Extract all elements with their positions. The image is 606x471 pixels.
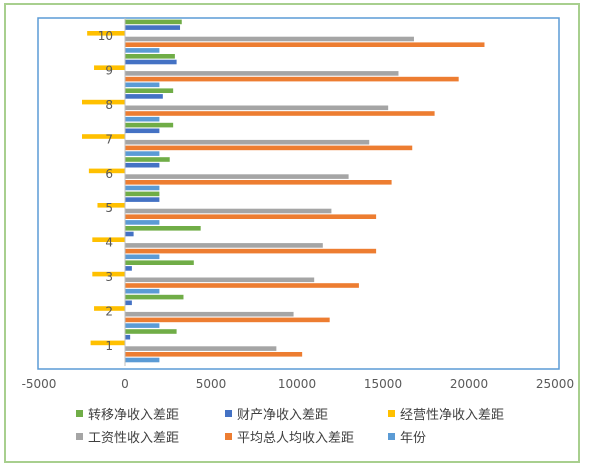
y-tick-label: 10 xyxy=(98,29,113,43)
bar xyxy=(82,99,125,105)
bar xyxy=(125,283,359,288)
bar xyxy=(92,237,125,242)
x-tick-label: 5000 xyxy=(196,377,227,391)
bar xyxy=(125,111,435,116)
bar xyxy=(125,128,160,134)
bar xyxy=(125,294,184,300)
bar xyxy=(125,162,160,168)
bar xyxy=(125,59,177,65)
bar xyxy=(125,357,160,363)
bar xyxy=(125,19,182,25)
bar xyxy=(125,105,389,111)
legend-swatch xyxy=(388,433,395,440)
bar xyxy=(90,340,125,346)
x-tick-label: 20000 xyxy=(450,377,488,391)
bar xyxy=(94,306,125,311)
bar xyxy=(92,271,125,277)
x-tick-label: 15000 xyxy=(364,377,402,391)
bar-chart: 1 2 3 4 5 6 7 8 9 10 -5000 0 5000 10000 15000 20000 250… xyxy=(22,17,574,446)
y-tick-label: 5 xyxy=(105,201,113,215)
y-tick-label: 4 xyxy=(105,236,113,250)
bar xyxy=(125,214,377,219)
bar xyxy=(125,248,377,254)
bar xyxy=(125,42,485,47)
x-tick-label: -5000 xyxy=(22,377,57,391)
y-tick-label: 2 xyxy=(105,304,113,318)
bar xyxy=(94,65,125,70)
bar xyxy=(125,88,174,93)
bar xyxy=(125,288,160,294)
bar xyxy=(125,346,277,351)
bar xyxy=(125,180,392,185)
y-tick-label: 7 xyxy=(105,132,113,146)
bar xyxy=(125,352,303,357)
bar xyxy=(125,174,349,179)
bar xyxy=(125,151,160,156)
bar xyxy=(125,220,160,225)
bar xyxy=(125,145,413,151)
legend-label: 经营性净收入差距 xyxy=(400,408,504,423)
legend-swatch xyxy=(76,410,83,417)
bar xyxy=(125,25,181,30)
bar xyxy=(125,197,160,202)
bar xyxy=(125,334,131,340)
x-tick-label: 10000 xyxy=(278,377,316,391)
bar xyxy=(125,54,175,59)
legend-label: 工资性收入差距 xyxy=(88,431,179,446)
bar xyxy=(125,317,330,323)
bar xyxy=(125,157,170,162)
bar xyxy=(125,277,315,283)
legend-swatch xyxy=(76,433,83,440)
x-tick-label: 25000 xyxy=(536,377,574,391)
legend-label: 转移净收入差距 xyxy=(88,408,179,423)
bar xyxy=(125,48,160,53)
bar xyxy=(125,226,201,231)
legend-label: 财产净收入差距 xyxy=(237,408,328,423)
x-tick-label: 0 xyxy=(121,377,129,391)
y-tick-label: 6 xyxy=(105,167,113,181)
legend-swatch xyxy=(225,410,232,417)
y-tick-label: 9 xyxy=(105,64,113,78)
bar xyxy=(125,185,160,191)
bar xyxy=(125,260,194,265)
bar xyxy=(125,300,132,306)
bar xyxy=(125,208,332,214)
bar xyxy=(125,311,294,317)
bar xyxy=(125,329,177,334)
bar xyxy=(87,31,125,36)
bar xyxy=(125,231,134,237)
bar xyxy=(97,203,125,208)
bar xyxy=(125,191,160,197)
bar xyxy=(125,76,459,82)
bar xyxy=(82,134,125,139)
bar xyxy=(125,139,370,145)
legend-swatch xyxy=(388,410,395,417)
y-tick-label: 3 xyxy=(105,270,113,284)
bar xyxy=(125,94,163,99)
bar xyxy=(125,266,132,271)
bar xyxy=(125,122,174,128)
chart-frame: 1 2 3 4 5 6 7 8 9 10 -5000 0 5000 10000 15000 20000 250… xyxy=(4,3,580,463)
y-tick-label: 8 xyxy=(105,98,113,112)
plot-area xyxy=(37,17,560,370)
bar xyxy=(125,116,160,122)
legend-label: 平均总人均收入差距 xyxy=(237,431,354,446)
bar xyxy=(125,254,160,260)
bar xyxy=(125,243,323,248)
legend-swatch xyxy=(225,433,232,440)
bar xyxy=(125,323,160,328)
bar xyxy=(125,82,160,88)
bar xyxy=(125,36,414,42)
legend-label: 年份 xyxy=(400,431,426,446)
y-tick-label: 1 xyxy=(105,339,113,353)
bar xyxy=(125,71,399,76)
bar xyxy=(88,168,125,174)
